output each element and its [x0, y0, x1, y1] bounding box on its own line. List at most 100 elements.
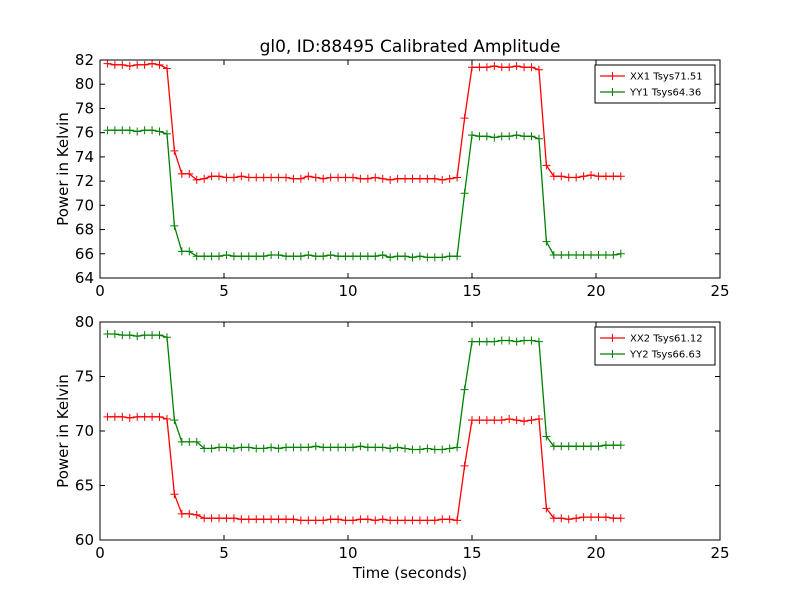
top-chart-series-2-point	[267, 250, 276, 259]
top-chart-series-2-point	[289, 252, 298, 261]
top-chart-series-2-point	[423, 253, 432, 262]
bottom-chart-series-2-point	[259, 444, 268, 453]
top-chart-series-2-point	[393, 252, 402, 261]
top-chart-y-axis-label: Power in Kelvin	[54, 112, 72, 226]
bottom-chart-series-2-point	[371, 443, 380, 452]
top-chart-series-1-point	[192, 175, 201, 184]
top-chart-series-1-point	[401, 174, 410, 183]
bottom-chart-series-1-point	[133, 412, 142, 421]
bottom-chart-series-1-point	[140, 412, 149, 421]
bottom-chart-series-2-point	[282, 443, 290, 452]
bottom-chart-series-1-point	[609, 514, 618, 523]
top-chart-series-1-point	[534, 65, 543, 74]
top-chart-series-2-point	[579, 250, 588, 259]
bottom-chart-series-2-point	[177, 437, 186, 446]
bottom-chart-series-1-point	[430, 516, 439, 525]
bottom-chart-series-1-point	[356, 515, 365, 524]
top-chart-series-2-point	[468, 131, 476, 140]
top-chart-series-1-point	[497, 63, 506, 72]
bottom-chart-series-1-point	[162, 415, 171, 424]
top-chart-series-2-point	[497, 132, 506, 141]
top-chart-series-2-point	[475, 132, 484, 141]
top-chart-series-1-point	[505, 63, 514, 72]
top-chart-y-tick-label: 82	[75, 51, 94, 69]
top-chart-series-2-point	[482, 132, 491, 141]
bottom-chart-series-1-point	[341, 516, 350, 525]
bottom-chart-series-2-point	[386, 444, 395, 453]
top-chart-series-2-point	[534, 134, 543, 143]
top-chart-series-1-point	[311, 173, 320, 182]
bottom-chart-series-2-point	[415, 445, 424, 454]
top-chart-series-2-point	[363, 252, 372, 261]
top-chart-x-tick-label: 0	[95, 282, 105, 300]
bottom-chart-series-1-point	[103, 412, 112, 421]
bottom-chart-series-2-point	[527, 336, 536, 345]
bottom-chart-series-1-point	[572, 514, 581, 523]
bottom-chart-series-1-point	[192, 510, 201, 519]
bottom-chart-series-2-point	[363, 443, 372, 452]
top-chart-series-1-point	[572, 173, 581, 182]
bottom-chart-series-1-point	[304, 516, 313, 525]
top-chart-series-2-point	[520, 132, 529, 141]
bottom-chart-series-2-point	[162, 333, 171, 342]
bottom-chart-series-1-point	[445, 515, 454, 524]
top-chart-series-1-point	[356, 174, 365, 183]
bottom-chart-series-1-point	[557, 514, 566, 523]
top-chart-series-2-point	[408, 253, 417, 262]
bottom-chart-series-2-point	[244, 443, 253, 452]
top-chart-series-2-point	[118, 126, 127, 135]
top-chart-series-1-point	[289, 174, 298, 183]
top-chart-series-2-point	[200, 252, 209, 261]
top-chart-series-2-point	[348, 252, 357, 261]
top-chart-series-2-point	[252, 252, 261, 261]
bottom-chart-series-2-point	[319, 443, 328, 452]
top-chart-series-2-point	[140, 126, 149, 135]
bottom-chart-series-1-point	[505, 415, 514, 424]
bottom-chart-series-2-point	[267, 443, 276, 452]
bottom-chart-x-tick-label: 0	[95, 544, 105, 562]
bottom-chart-series-1-point	[252, 515, 261, 524]
top-chart-series-1-point	[549, 172, 558, 181]
bottom-chart-series-2-point	[140, 331, 149, 340]
top-chart-series-2-point	[549, 250, 558, 259]
bottom-chart-ticks: 0 5 10 15 20 25 60 65 70 75 80	[75, 313, 730, 562]
bottom-chart-legend-marker	[608, 334, 617, 342]
bottom-chart-series-1-point	[363, 515, 372, 524]
top-chart-y-tick-label: 66	[75, 245, 94, 263]
top-chart-legend: XX1 Tsys71.51 YY1 Tsys64.36	[594, 64, 716, 104]
bottom-chart-series-2-point	[616, 441, 625, 450]
top-chart-y-tick-label: 76	[75, 124, 94, 142]
top-chart-series-1-point	[118, 60, 127, 69]
top-chart-series-1-point	[438, 175, 447, 184]
bottom-chart-series-1-point	[118, 412, 127, 421]
bottom-chart-series-2-point	[520, 336, 529, 345]
bottom-chart-series-2-point	[215, 443, 224, 452]
top-chart-series-2-point	[490, 133, 499, 142]
top-chart-series-2-point	[371, 252, 380, 261]
bottom-chart-series-1-point	[401, 516, 410, 525]
bottom-chart-series-2-point	[170, 416, 179, 425]
bottom-chart-series-2-point	[393, 443, 402, 452]
bottom-chart-series-2-point	[103, 329, 112, 338]
bottom-chart-series-2-point	[341, 443, 350, 452]
bottom-chart-legend-marker	[608, 350, 617, 358]
top-chart-series-1-point	[244, 173, 253, 182]
bottom-chart-series-1-point	[267, 515, 276, 524]
top-chart-series-1-point	[490, 62, 499, 71]
bottom-chart-series-2-point	[512, 337, 521, 346]
bottom-chart-series-1-point	[259, 515, 268, 524]
bottom-chart-series-2-point	[207, 444, 216, 453]
bottom-chart-series-1-point	[378, 515, 387, 524]
top-chart-series-1-point	[512, 62, 521, 71]
top-chart-series-2-point	[215, 252, 224, 261]
bottom-chart-series-2	[103, 329, 625, 454]
bottom-chart-series-2-point	[356, 442, 365, 451]
bottom-chart-series-1-point	[497, 416, 506, 425]
top-chart-x-tick-label: 5	[219, 282, 229, 300]
bottom-chart-series-2-point	[296, 443, 305, 452]
top-chart-series-2-point	[296, 252, 305, 261]
bottom-chart-x-tick-label: 10	[338, 544, 357, 562]
top-chart-series-1-point	[430, 174, 439, 183]
bottom-chart-series-2-point	[490, 337, 499, 346]
top-chart-series-2-point	[601, 250, 610, 259]
